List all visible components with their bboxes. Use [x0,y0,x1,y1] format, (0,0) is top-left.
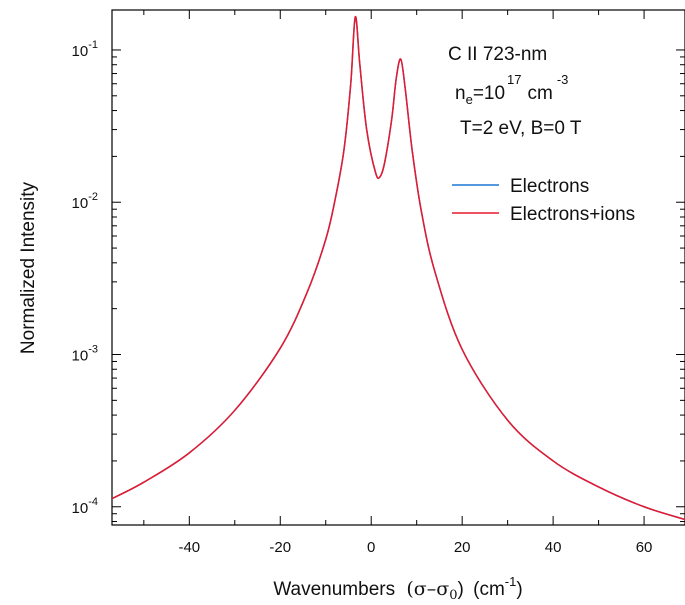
x-axis-title: Wavenumbers (σ–σ0) (cm-1) [273,574,522,603]
x-tick-label-0: -40 [178,539,200,556]
annotation-block: C II 723-nm ne=1017 cm -3 T=2 eV, B=0 T [448,44,582,139]
axis-ticks [112,10,685,525]
x-axis-title-close: ) [458,579,464,600]
legend-label-electrons-ions: Electrons+ions [510,204,635,225]
y-tick-label-2: 10-3 [72,343,98,364]
x-tick-label-4: 40 [545,539,562,556]
x-axis-title-unit: (cm [473,579,505,600]
x-tick-label-2: 0 [367,539,375,556]
series-line-electrons-ions [112,16,685,521]
annotation-ne-unit: cm [528,83,553,104]
y-axis-title: Normalized Intensity [18,181,39,354]
x-axis-title-unit-close: ) [516,579,522,600]
x-axis-title-sigma: (σ–σ [406,578,449,600]
annotation-ne-eq: =10 [473,83,505,104]
annotation-line-2: ne=1017 cm -3 [455,72,568,107]
x-axis-title-sub0: 0 [449,588,457,603]
axis-tick-labels: -40 -20 0 20 40 60 10-1 10-2 10-3 10-4 [72,39,653,556]
y-tick-label-0: 10-1 [72,39,98,60]
legend-label-electrons: Electrons [510,176,589,197]
annotation-ne-sub: e [466,92,473,107]
x-axis-title-unit-exp: -1 [505,574,517,589]
series-lines [112,16,685,521]
legend: Electrons Electrons+ions [452,176,635,225]
x-tick-label-1: -20 [269,539,291,556]
annotation-ne-unit-exp: -3 [557,72,569,87]
x-axis-title-text: Wavenumbers [273,579,395,600]
annotation-ne-exp: 17 [507,72,521,87]
annotation-line-3: T=2 eV, B=0 T [460,118,582,139]
y-tick-label-3: 10-4 [72,496,98,517]
x-tick-label-5: 60 [636,539,653,556]
y-tick-label-1: 10-2 [72,191,98,212]
annotation-line-1: C II 723-nm [448,44,547,65]
series-line-electrons [112,16,685,521]
annotation-ne-base: n [455,83,466,104]
x-tick-label-3: 20 [454,539,471,556]
plot-frame [111,9,685,526]
